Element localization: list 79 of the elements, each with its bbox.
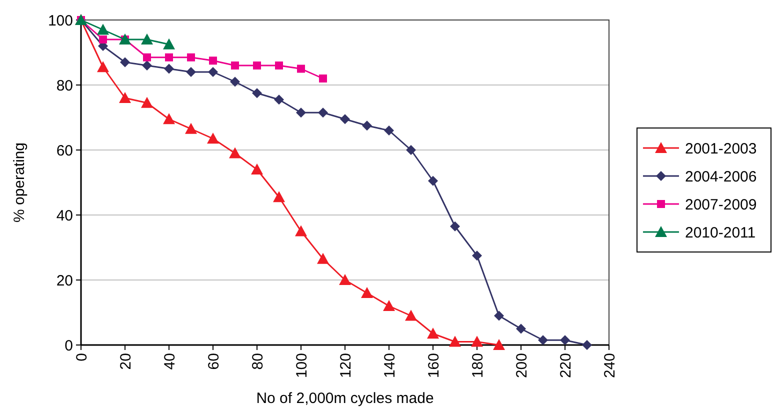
y-tick-label: 60 (56, 142, 73, 160)
point (119, 92, 131, 103)
point (319, 74, 327, 82)
x-tick-label: 40 (161, 353, 178, 370)
point (494, 310, 504, 321)
point (449, 336, 461, 347)
point (471, 336, 483, 347)
point (143, 53, 151, 62)
x-tick-label: 240 (601, 353, 618, 378)
x-tick-label: 60 (205, 353, 222, 370)
x-tick-label: 20 (117, 353, 134, 370)
point (297, 64, 305, 73)
point (165, 53, 173, 62)
point (273, 191, 285, 202)
point (384, 126, 394, 136)
point (97, 24, 109, 35)
point (185, 122, 197, 134)
point (163, 38, 175, 50)
point (275, 62, 283, 70)
point (428, 176, 438, 186)
x-tick-label: 80 (249, 353, 266, 370)
point (538, 335, 548, 346)
point (318, 108, 328, 118)
point (450, 221, 460, 232)
point (383, 300, 395, 311)
point (231, 62, 239, 70)
point (472, 250, 482, 261)
point (361, 287, 373, 298)
y-tick-label: 100 (48, 12, 73, 30)
point (317, 252, 329, 264)
x-tick-label: 0 (73, 353, 90, 362)
point (186, 67, 196, 77)
x-tick-label: 160 (425, 353, 442, 378)
y-axis-title: % operating (11, 142, 28, 223)
point (274, 94, 284, 105)
point (582, 340, 592, 350)
point (406, 145, 416, 155)
point (187, 53, 195, 62)
point (427, 328, 439, 339)
x-tick-label: 140 (381, 353, 398, 378)
point (120, 57, 130, 68)
y-tick-label: 80 (56, 77, 73, 94)
point (142, 60, 152, 70)
point (141, 34, 153, 44)
y-tick-label: 0 (64, 337, 73, 354)
legend-label: 2007-2009 (685, 196, 757, 214)
point (164, 64, 174, 74)
point (296, 108, 306, 118)
point (163, 113, 175, 124)
legend-label: 2004-2006 (685, 168, 757, 186)
point (207, 132, 219, 144)
point (362, 120, 372, 131)
point (208, 67, 218, 77)
x-tick-label: 180 (469, 353, 486, 378)
point (99, 36, 107, 44)
x-tick-label: 200 (513, 353, 530, 378)
point (253, 62, 261, 70)
point (229, 147, 241, 158)
y-tick-label: 40 (56, 207, 73, 224)
point (230, 76, 240, 87)
x-tick-label: 100 (293, 353, 310, 378)
y-tick-label: 20 (56, 272, 73, 290)
point (560, 335, 570, 346)
x-axis-title: No of 2,000m cycles made (256, 390, 434, 407)
x-tick-label: 220 (557, 353, 574, 378)
point (251, 164, 263, 174)
point (209, 56, 217, 65)
point (252, 88, 262, 98)
legend-label: 2010-2011 (685, 224, 756, 242)
x-tick-label: 120 (337, 353, 354, 378)
point (295, 225, 307, 236)
point (339, 274, 351, 285)
legend-label: 2001-2003 (685, 140, 757, 158)
point (405, 310, 417, 321)
point (340, 114, 350, 124)
point (97, 61, 109, 72)
point (493, 339, 505, 350)
point (141, 96, 153, 108)
point (516, 324, 526, 334)
